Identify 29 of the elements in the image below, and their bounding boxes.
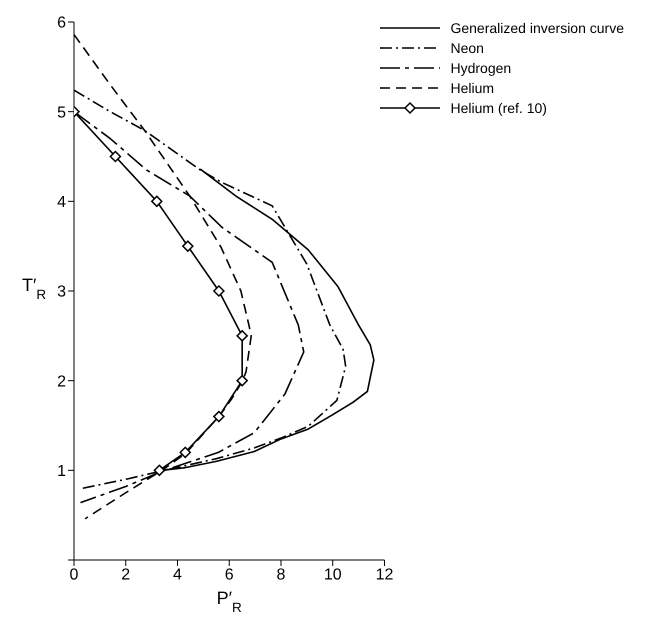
legend-label: Helium (ref. 10)	[450, 100, 547, 116]
point	[236, 374, 248, 386]
x-tick-label: 8	[276, 566, 286, 584]
y-tick-label: 5	[57, 104, 66, 122]
legend-label: Neon	[450, 40, 484, 56]
y-tick-label: 2	[57, 373, 66, 390]
x-tick-label: 4	[173, 566, 182, 584]
x-tick-label: 10	[324, 566, 342, 584]
x-tick-label: 2	[121, 566, 130, 584]
point	[213, 410, 225, 422]
point	[213, 285, 225, 297]
y-tick-label: 3	[57, 284, 66, 301]
point	[180, 446, 191, 458]
point	[182, 240, 194, 252]
legend-label: Hydrogen	[450, 60, 512, 76]
legend-label: Generalized inversion curve	[450, 20, 624, 36]
y-tick-label: 6	[57, 14, 66, 32]
y-tick-label: 4	[57, 194, 66, 212]
x-tick-label: 0	[70, 566, 79, 584]
legend-label: Helium	[450, 80, 494, 96]
x-axis-title: P′$_{R}$	[216, 588, 242, 614]
y-axis-title: T′$_{R}$	[22, 275, 46, 302]
y-tick-label: 1	[57, 463, 66, 480]
point	[236, 330, 248, 342]
point	[154, 464, 166, 476]
point	[151, 196, 163, 208]
point	[110, 150, 122, 162]
x-tick-label: 12	[376, 566, 394, 584]
x-tick-label: 6	[224, 566, 234, 584]
